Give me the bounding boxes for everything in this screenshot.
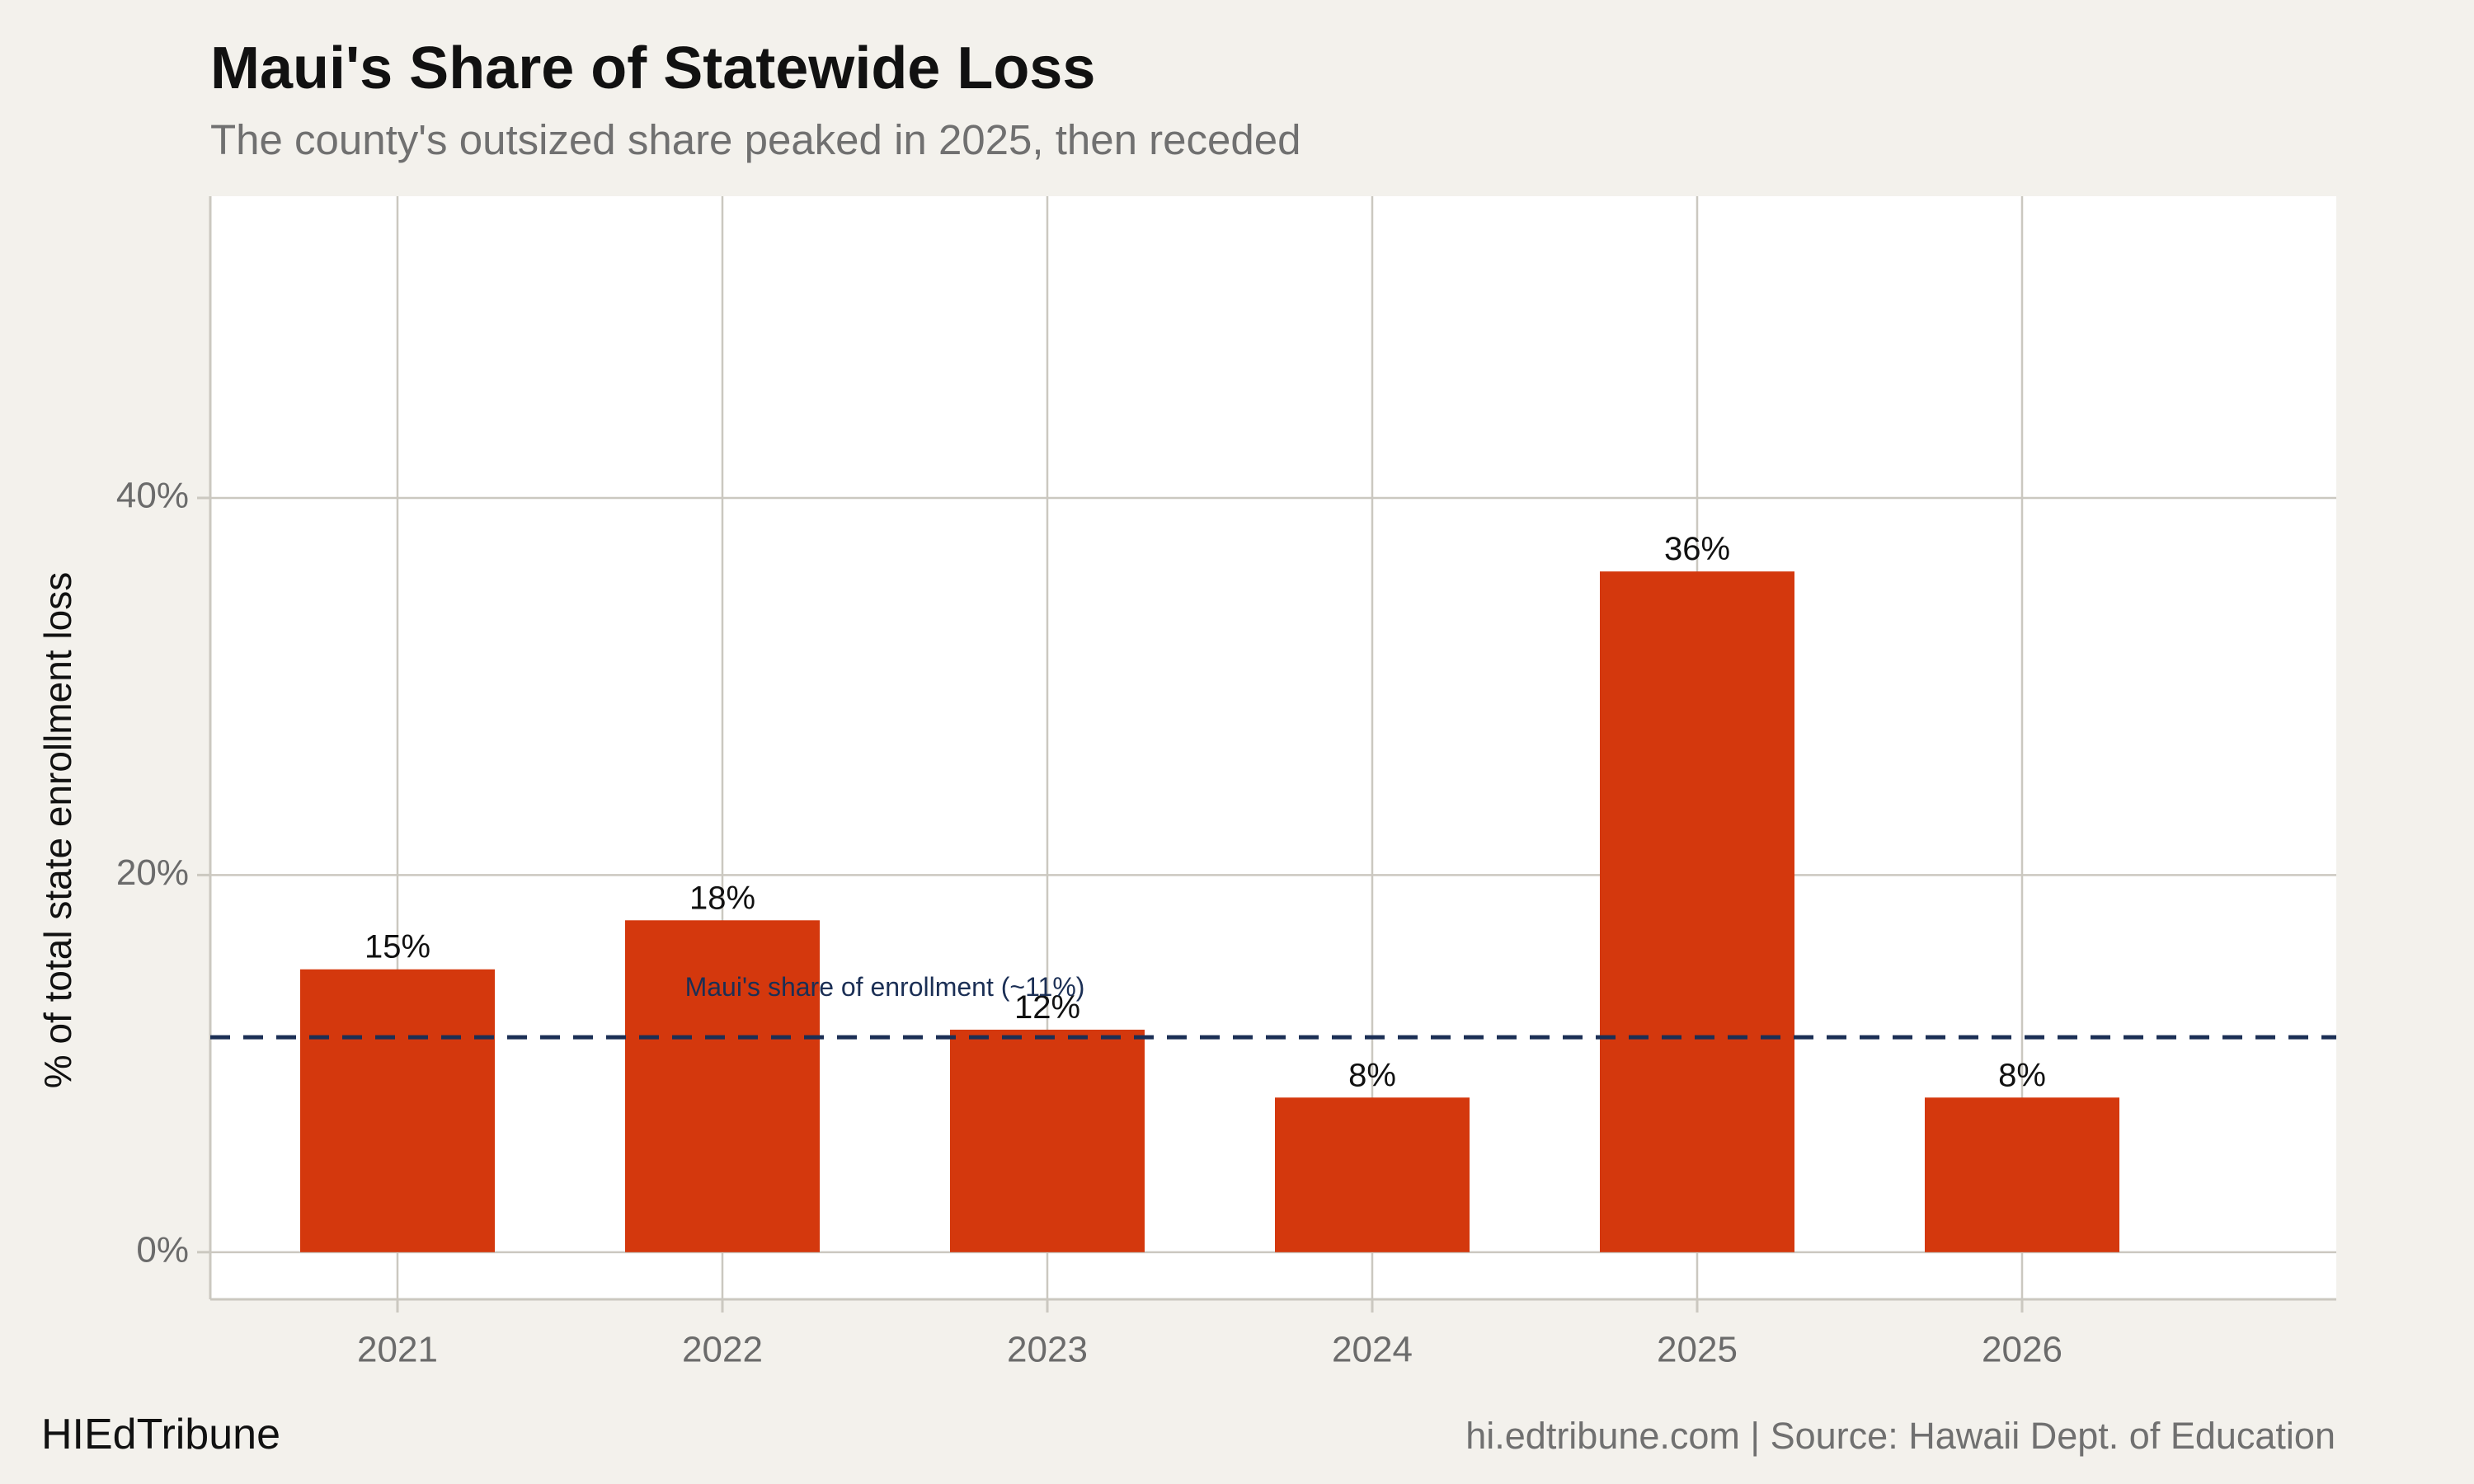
x-tick-label: 2026 bbox=[1982, 1330, 2062, 1370]
chart-title: Maui's Share of Statewide Loss bbox=[210, 35, 1096, 101]
chart-subtitle: The county's outsized share peaked in 20… bbox=[210, 116, 1301, 163]
x-tick-label: 2023 bbox=[1007, 1330, 1088, 1370]
bar-2026 bbox=[1925, 1097, 2119, 1252]
x-tick-label: 2025 bbox=[1657, 1330, 1738, 1370]
y-tick-label: 40% bbox=[116, 476, 189, 516]
x-tick-label: 2024 bbox=[1332, 1330, 1413, 1370]
data-label: 12% bbox=[1014, 989, 1080, 1026]
y-axis-title: % of total state enrollment loss bbox=[36, 572, 79, 1088]
data-label: 15% bbox=[365, 929, 430, 965]
bar-2021 bbox=[300, 969, 495, 1252]
y-tick-label: 0% bbox=[136, 1229, 189, 1270]
brand-logo-text: HIEdTribune bbox=[41, 1411, 280, 1458]
x-tick-label: 2022 bbox=[682, 1330, 763, 1370]
data-label: 8% bbox=[1998, 1057, 2046, 1093]
data-label: 36% bbox=[1664, 531, 1730, 567]
x-tick-label: 2021 bbox=[357, 1330, 438, 1370]
data-label: 8% bbox=[1348, 1057, 1396, 1093]
bar-2025 bbox=[1600, 571, 1794, 1252]
data-label: 18% bbox=[689, 880, 755, 916]
bar-2022 bbox=[625, 920, 820, 1252]
bar-2024 bbox=[1275, 1097, 1470, 1252]
source-credit: hi.edtribune.com | Source: Hawaii Dept. … bbox=[1465, 1415, 2335, 1457]
y-tick-label: 20% bbox=[116, 852, 189, 893]
reference-line-label: Maui's share of enrollment (~11%) bbox=[685, 972, 1085, 1002]
bar-2023 bbox=[950, 1029, 1145, 1252]
